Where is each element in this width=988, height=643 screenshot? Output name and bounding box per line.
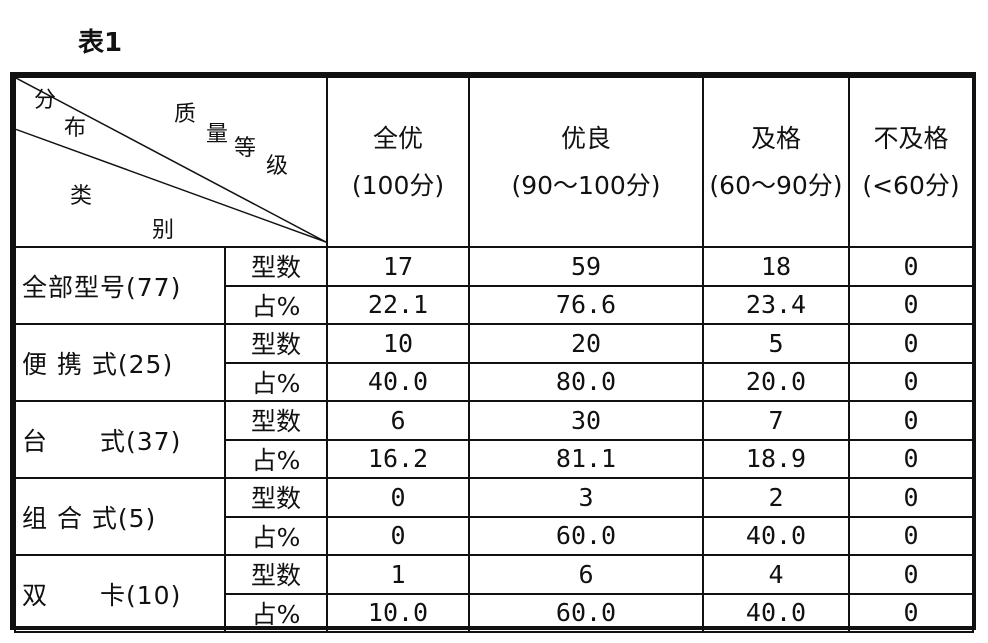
value-cell: 76.6 (468, 284, 704, 325)
row-type-cell: 型数 (224, 246, 328, 287)
column-range: (100分) (351, 171, 445, 200)
corner-char: 质 (174, 102, 197, 127)
row-type-cell: 占% (224, 284, 328, 325)
value-cell: 10.0 (326, 592, 470, 633)
header-row: 分 布 类 别 质 量 等 级 全优 (100分) 优良 (90～100分) 及格 (… (14, 76, 974, 248)
column-range: (90～100分) (511, 171, 661, 200)
value-cell: 20 (468, 323, 704, 364)
value-cell: 18 (702, 246, 850, 287)
value-cell: 59 (468, 246, 704, 287)
quality-table: 分 布 类 别 质 量 等 级 全优 (100分) 优良 (90～100分) 及格 (… (10, 72, 976, 633)
value-cell: 22.1 (326, 284, 470, 325)
value-cell: 17 (326, 246, 470, 287)
value-cell: 0 (326, 477, 470, 518)
value-cell: 20.0 (702, 361, 850, 402)
table-body: 全部型号(77) 型数 17 59 18 0 占% 22.1 76.6 23.4 0 便 携 式(25… (14, 246, 974, 633)
value-cell: 40.0 (326, 361, 470, 402)
value-cell: 10 (326, 323, 470, 364)
row-type-cell: 型数 (224, 554, 328, 595)
value-cell: 1 (326, 554, 470, 595)
corner-char: 别 (152, 218, 175, 243)
table: 分 布 类 别 质 量 等 级 全优 (100分) 优良 (90～100分) 及格 (… (14, 76, 974, 633)
value-cell: 2 (702, 477, 850, 518)
category-cell: 双 卡(10) (14, 554, 226, 633)
value-cell: 5 (702, 323, 850, 364)
column-label: 不及格 (873, 123, 949, 153)
value-cell: 0 (326, 515, 470, 556)
column-label: 优良 (560, 123, 611, 153)
value-cell: 0 (848, 477, 974, 518)
category-cell: 便 携 式(25) (14, 323, 226, 402)
column-label: 全优 (372, 123, 423, 153)
corner-char: 分 (34, 88, 57, 113)
row-type-cell: 占% (224, 361, 328, 402)
row-type-cell: 占% (224, 438, 328, 479)
category-cell: 组 合 式(5) (14, 477, 226, 556)
value-cell: 7 (702, 400, 850, 441)
row-type-cell: 型数 (224, 323, 328, 364)
row-type-cell: 型数 (224, 477, 328, 518)
value-cell: 0 (848, 515, 974, 556)
value-cell: 6 (326, 400, 470, 441)
corner-diagonals (17, 79, 325, 243)
value-cell: 0 (848, 400, 974, 441)
corner-header: 分 布 类 别 质 量 等 级 (14, 76, 328, 248)
value-cell: 0 (848, 246, 974, 287)
column-header: 不及格 (<60分) (848, 76, 974, 248)
value-cell: 18.9 (702, 438, 850, 479)
value-cell: 60.0 (468, 515, 704, 556)
value-cell: 0 (848, 361, 974, 402)
corner-char: 类 (70, 184, 93, 209)
column-range: (<60分) (862, 171, 960, 200)
column-header: 优良 (90～100分) (468, 76, 704, 248)
table-row: 全部型号(77) 型数 17 59 18 0 (14, 246, 974, 325)
table-row: 占% 40.0 80.0 20.0 0 (15, 361, 974, 402)
category-cell: 台 式(37) (14, 400, 226, 479)
column-header: 及格 (60～90分) (702, 76, 850, 248)
table-row: 占% 10.0 60.0 40.0 0 (15, 592, 974, 633)
value-cell: 0 (848, 554, 974, 595)
value-cell: 4 (702, 554, 850, 595)
value-cell: 0 (848, 323, 974, 364)
column-header: 全优 (100分) (326, 76, 470, 248)
table-row: 占% 16.2 81.1 18.9 0 (15, 438, 974, 479)
table-caption: 表1 (78, 28, 123, 58)
corner-char: 量 (206, 122, 229, 147)
corner-char: 布 (64, 116, 87, 141)
value-cell: 0 (848, 438, 974, 479)
value-cell: 40.0 (702, 592, 850, 633)
table-row: 便 携 式(25) 型数 10 20 5 0 (14, 323, 974, 402)
corner-char: 级 (266, 154, 289, 179)
row-type-cell: 占% (224, 515, 328, 556)
category-cell: 全部型号(77) (14, 246, 226, 325)
value-cell: 60.0 (468, 592, 704, 633)
column-label: 及格 (750, 123, 801, 153)
row-type-cell: 占% (224, 592, 328, 633)
value-cell: 0 (848, 284, 974, 325)
column-range: (60～90分) (709, 171, 843, 200)
value-cell: 23.4 (702, 284, 850, 325)
table-row: 组 合 式(5) 型数 0 3 2 0 (14, 477, 974, 556)
table-row: 占% 0 60.0 40.0 0 (15, 515, 974, 556)
table-row: 双 卡(10) 型数 1 6 4 0 (14, 554, 974, 633)
value-cell: 30 (468, 400, 704, 441)
value-cell: 3 (468, 477, 704, 518)
table-row: 占% 22.1 76.6 23.4 0 (15, 284, 974, 325)
corner-char: 等 (234, 136, 257, 161)
value-cell: 80.0 (468, 361, 704, 402)
value-cell: 6 (468, 554, 704, 595)
table-row: 台 式(37) 型数 6 30 7 0 (14, 400, 974, 479)
value-cell: 40.0 (702, 515, 850, 556)
value-cell: 81.1 (468, 438, 704, 479)
value-cell: 0 (848, 592, 974, 633)
value-cell: 16.2 (326, 438, 470, 479)
row-type-cell: 型数 (224, 400, 328, 441)
